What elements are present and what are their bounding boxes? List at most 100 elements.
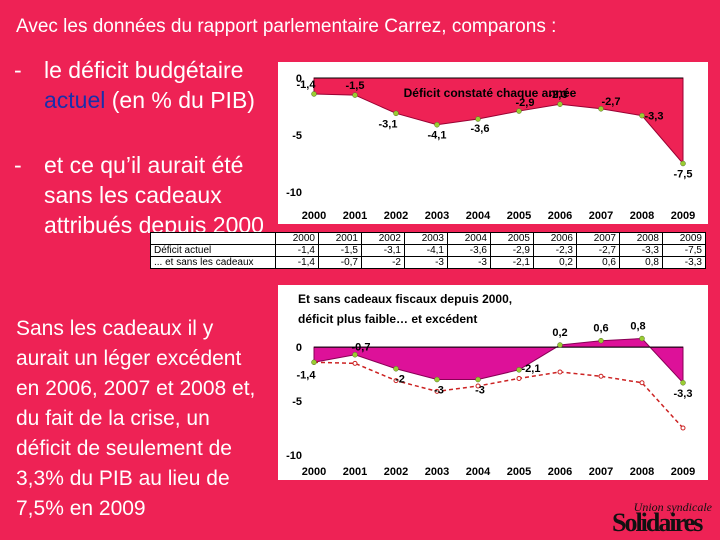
- table-cell: -2: [361, 256, 405, 269]
- table-row: ... et sans les cadeaux -1,4 -0,7 -2 -3 -3 -2,…: [150, 256, 706, 269]
- chart1-data-label: -1,4: [297, 79, 317, 91]
- chart1-data-label: -2,7: [602, 96, 621, 108]
- chart2-xtick-label: 2003: [425, 466, 449, 478]
- table-corner: [150, 232, 276, 245]
- chart1-ytick-label: 0: [296, 73, 302, 85]
- chart1-point: [598, 106, 604, 112]
- chart1-data-label: -1,5: [346, 80, 365, 92]
- chart1-point: [352, 92, 358, 98]
- table-cell: -1,4: [275, 244, 319, 257]
- chart1-point: [557, 101, 563, 107]
- table-row-label: ... et sans les cadeaux: [150, 256, 276, 269]
- chart2-xtick-label: 2008: [630, 466, 654, 478]
- chart1-xtick-label: 2007: [589, 210, 613, 222]
- table-cell: 0,6: [576, 256, 620, 269]
- table-year-header: 2003: [404, 232, 448, 245]
- chart2-ytick-label: 0: [296, 342, 302, 354]
- bullet-1-highlight: actuel: [44, 87, 106, 113]
- chart2-point: [475, 376, 481, 383]
- chart1-data-label: -3,1: [379, 118, 398, 130]
- table-cell: -4,1: [404, 244, 448, 257]
- chart1-xtick-label: 2001: [343, 210, 367, 222]
- chart1-data-label: -3,6: [471, 123, 490, 135]
- table-cell: -1,4: [275, 256, 319, 269]
- table-year-header: 2008: [619, 232, 663, 245]
- chart2-xtick-label: 2009: [671, 466, 695, 478]
- table-cell: 0,2: [533, 256, 577, 269]
- chart2-ytick-label: -5: [292, 396, 302, 408]
- chart2-data-label: -3,3: [674, 388, 693, 400]
- table-cell: -3: [447, 256, 491, 269]
- table-row: Déficit actuel -1,4 -1,5 -3,1 -4,1 -3,6 -2,9 -2…: [150, 244, 706, 257]
- chart2-xtick-label: 2007: [589, 466, 613, 478]
- chart1-data-label: -2,3: [549, 89, 568, 101]
- chart2-point: [352, 351, 358, 358]
- bullet-dash-1: -: [14, 57, 22, 83]
- no-gifts-chart: 0 -5 -10 -1,4 -0,7 -2 -3 -3 -2,1 0,2 0,6 0,8 -3,3 200…: [278, 285, 708, 480]
- chart1-xtick-label: 2006: [548, 210, 572, 222]
- chart2-reference-point: [393, 378, 399, 384]
- chart2-xtick-label: 2001: [343, 466, 367, 478]
- bullet-1-post: (en % du PIB): [105, 87, 255, 113]
- chart2-data-label: -0,7: [352, 342, 371, 354]
- logo-main-text: Solidaires: [612, 508, 703, 537]
- table-year-header: 2001: [318, 232, 362, 245]
- logo-top-text: Union syndicale: [633, 500, 712, 514]
- table-cell: -3: [404, 256, 448, 269]
- chart2-reference-point: [516, 375, 522, 381]
- chart2-reference-point: [680, 425, 686, 431]
- chart2-data-label: -1,4: [297, 369, 317, 381]
- chart2-point: [598, 337, 604, 344]
- chart1-xtick-label: 2004: [466, 210, 491, 222]
- chart1-point: [434, 121, 440, 128]
- chart1-point: [680, 160, 686, 167]
- bullet-dash-2: -: [14, 152, 22, 178]
- table-cell: 0,8: [619, 256, 663, 269]
- table-cell: -2,1: [490, 256, 534, 269]
- chart2-ytick-label: -10: [286, 450, 302, 462]
- table-cell: -3,6: [447, 244, 491, 257]
- chart1-point: [475, 116, 481, 122]
- chart1-title: Déficit constaté chaque année: [404, 86, 577, 100]
- chart2-point: [311, 359, 317, 366]
- chart2-data-label: 0,2: [552, 327, 567, 339]
- chart2-data-label: -3: [434, 385, 444, 397]
- chart1-point: [311, 91, 317, 97]
- chart2-point: [680, 380, 686, 386]
- deficit-chart: 0 -5 -10 -1,4 -1,5 -3,1 -4,1 -3,6 -2,9 -2,3 -2,7 -3…: [278, 62, 708, 224]
- table-cell: -2,3: [533, 244, 577, 257]
- table-cell: -1,5: [318, 244, 362, 257]
- chart2-xtick-label: 2000: [302, 466, 326, 478]
- chart2-point: [516, 367, 522, 373]
- conclusion-text: Sans les cadeaux il y aurait un léger ex…: [16, 317, 256, 520]
- chart2-reference-point: [639, 380, 645, 386]
- table-cell: -3,3: [662, 256, 706, 269]
- table-cell: -3,3: [619, 244, 663, 257]
- chart1-xtick-label: 2005: [507, 210, 531, 222]
- chart2-reference-point: [598, 373, 604, 379]
- chart1-xtick-label: 2003: [425, 210, 449, 222]
- data-table: 2000 2001 2002 2003 2004 2005 2006 2007 2008 2009…: [150, 232, 706, 269]
- table-year-header: 2009: [662, 232, 706, 245]
- chart2-reference-point: [434, 388, 440, 394]
- chart1-data-label: -7,5: [674, 169, 693, 181]
- table-row-label: Déficit actuel: [150, 244, 276, 257]
- chart2-data-label: -3: [475, 385, 485, 397]
- chart2-data-label: -2,1: [522, 363, 541, 375]
- chart1-xtick-label: 2002: [384, 210, 408, 222]
- solidaires-logo: Union syndicale Solidaires: [612, 500, 716, 538]
- chart2-xtick-label: 2002: [384, 466, 408, 478]
- chart1-data-label: -4,1: [428, 130, 447, 142]
- table-year-header: 2004: [447, 232, 491, 245]
- chart2-xtick-label: 2006: [548, 466, 572, 478]
- table-year-header: 2007: [576, 232, 620, 245]
- table-cell: -2,7: [576, 244, 620, 257]
- chart2-reference-line: [313, 361, 684, 429]
- chart2-reference-point: [352, 360, 358, 366]
- chart1-data-label: -2,9: [516, 97, 535, 109]
- chart2-reference-point: [557, 369, 563, 375]
- chart1-xtick-label: 2008: [630, 210, 654, 222]
- chart2-title-line2: déficit plus faible… et excédent: [298, 312, 477, 326]
- table-year-header: 2002: [361, 232, 405, 245]
- chart2-title-line1: Et sans cadeaux fiscaux depuis 2000,: [298, 292, 512, 306]
